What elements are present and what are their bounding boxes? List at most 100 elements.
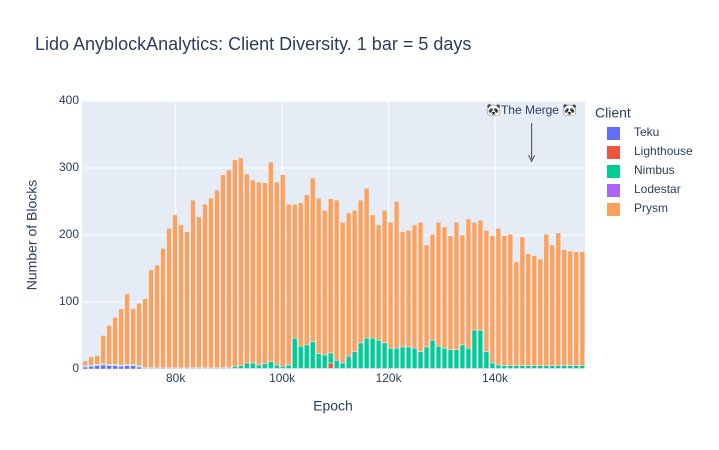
bar <box>286 203 292 366</box>
bar <box>405 346 412 369</box>
bar <box>471 222 478 331</box>
bar <box>447 235 454 350</box>
bar <box>435 222 442 347</box>
bar <box>465 218 472 349</box>
bar <box>387 347 394 369</box>
bar <box>369 214 376 339</box>
bar <box>519 365 525 369</box>
bar <box>262 182 268 364</box>
bar <box>375 339 382 369</box>
bar <box>501 365 508 369</box>
y-tick-label: 0 <box>72 361 79 375</box>
bar <box>417 351 424 369</box>
bar <box>477 220 484 331</box>
bar <box>268 161 274 362</box>
legend-swatch <box>607 127 620 140</box>
bar <box>549 244 555 366</box>
bar <box>250 362 256 369</box>
x-tick-label: 80k <box>166 371 186 385</box>
bar <box>340 362 346 369</box>
bar <box>232 159 238 367</box>
bar <box>429 234 436 341</box>
bar <box>136 366 142 370</box>
bar <box>322 354 328 369</box>
bar <box>399 346 406 369</box>
bar <box>130 308 136 365</box>
bar <box>322 209 328 356</box>
bar <box>148 269 154 368</box>
bar <box>196 216 202 368</box>
bar <box>244 362 250 369</box>
legend-swatch <box>607 165 620 178</box>
bar <box>453 349 460 369</box>
bar <box>465 347 472 369</box>
bar <box>100 335 106 364</box>
bar <box>106 365 112 370</box>
bar <box>274 181 280 366</box>
bar <box>483 351 490 369</box>
bar <box>256 181 262 366</box>
bar <box>531 365 537 369</box>
annotation-arrowhead <box>528 155 536 163</box>
legend-title: Client <box>595 105 631 121</box>
bar <box>537 258 543 366</box>
bar <box>82 360 88 366</box>
bar <box>298 345 304 369</box>
bar <box>543 234 549 366</box>
bar <box>537 365 543 369</box>
bar <box>489 235 496 364</box>
x-axis-label: Epoch <box>313 398 353 414</box>
bar <box>352 351 358 369</box>
bar <box>561 365 567 369</box>
bar <box>178 224 184 368</box>
bar <box>489 362 496 369</box>
bar <box>232 366 238 369</box>
bar <box>304 194 310 346</box>
bar <box>441 226 448 349</box>
bar <box>459 344 466 369</box>
legend-label: Prysm <box>634 201 668 215</box>
bar <box>190 199 196 368</box>
bar <box>393 201 400 349</box>
bar <box>352 209 358 352</box>
bar <box>112 365 118 370</box>
bar <box>238 157 244 366</box>
bar <box>202 203 208 368</box>
bar <box>244 173 250 364</box>
bar <box>154 264 160 368</box>
bar <box>334 199 340 361</box>
x-tick-label: 100k <box>269 371 296 385</box>
bar <box>441 347 448 369</box>
bar <box>411 347 418 369</box>
bar <box>346 212 352 357</box>
annotation: 🐼The Merge 🐼 <box>486 103 577 117</box>
bar <box>423 244 430 348</box>
bar <box>112 317 118 365</box>
bar <box>238 365 244 369</box>
y-tick-label: 300 <box>59 160 79 174</box>
bar <box>136 303 142 366</box>
bar <box>519 236 525 366</box>
bar <box>381 342 388 369</box>
y-tick-label: 100 <box>59 294 79 308</box>
bar <box>543 365 549 369</box>
bar <box>471 329 478 369</box>
bar <box>94 365 100 370</box>
bar <box>399 231 406 348</box>
bar <box>310 177 316 342</box>
bar <box>411 224 418 349</box>
bar <box>363 187 370 339</box>
bar <box>477 329 484 369</box>
bar <box>82 366 88 370</box>
y-tick-label: 200 <box>59 227 79 241</box>
x-tick-label: 140k <box>482 371 509 385</box>
bar <box>525 253 531 366</box>
bar <box>561 249 567 366</box>
bar <box>501 235 508 366</box>
bar <box>429 339 436 369</box>
bar <box>549 365 555 369</box>
legend-swatch <box>607 203 620 216</box>
bar <box>262 363 268 369</box>
bar <box>328 362 334 369</box>
